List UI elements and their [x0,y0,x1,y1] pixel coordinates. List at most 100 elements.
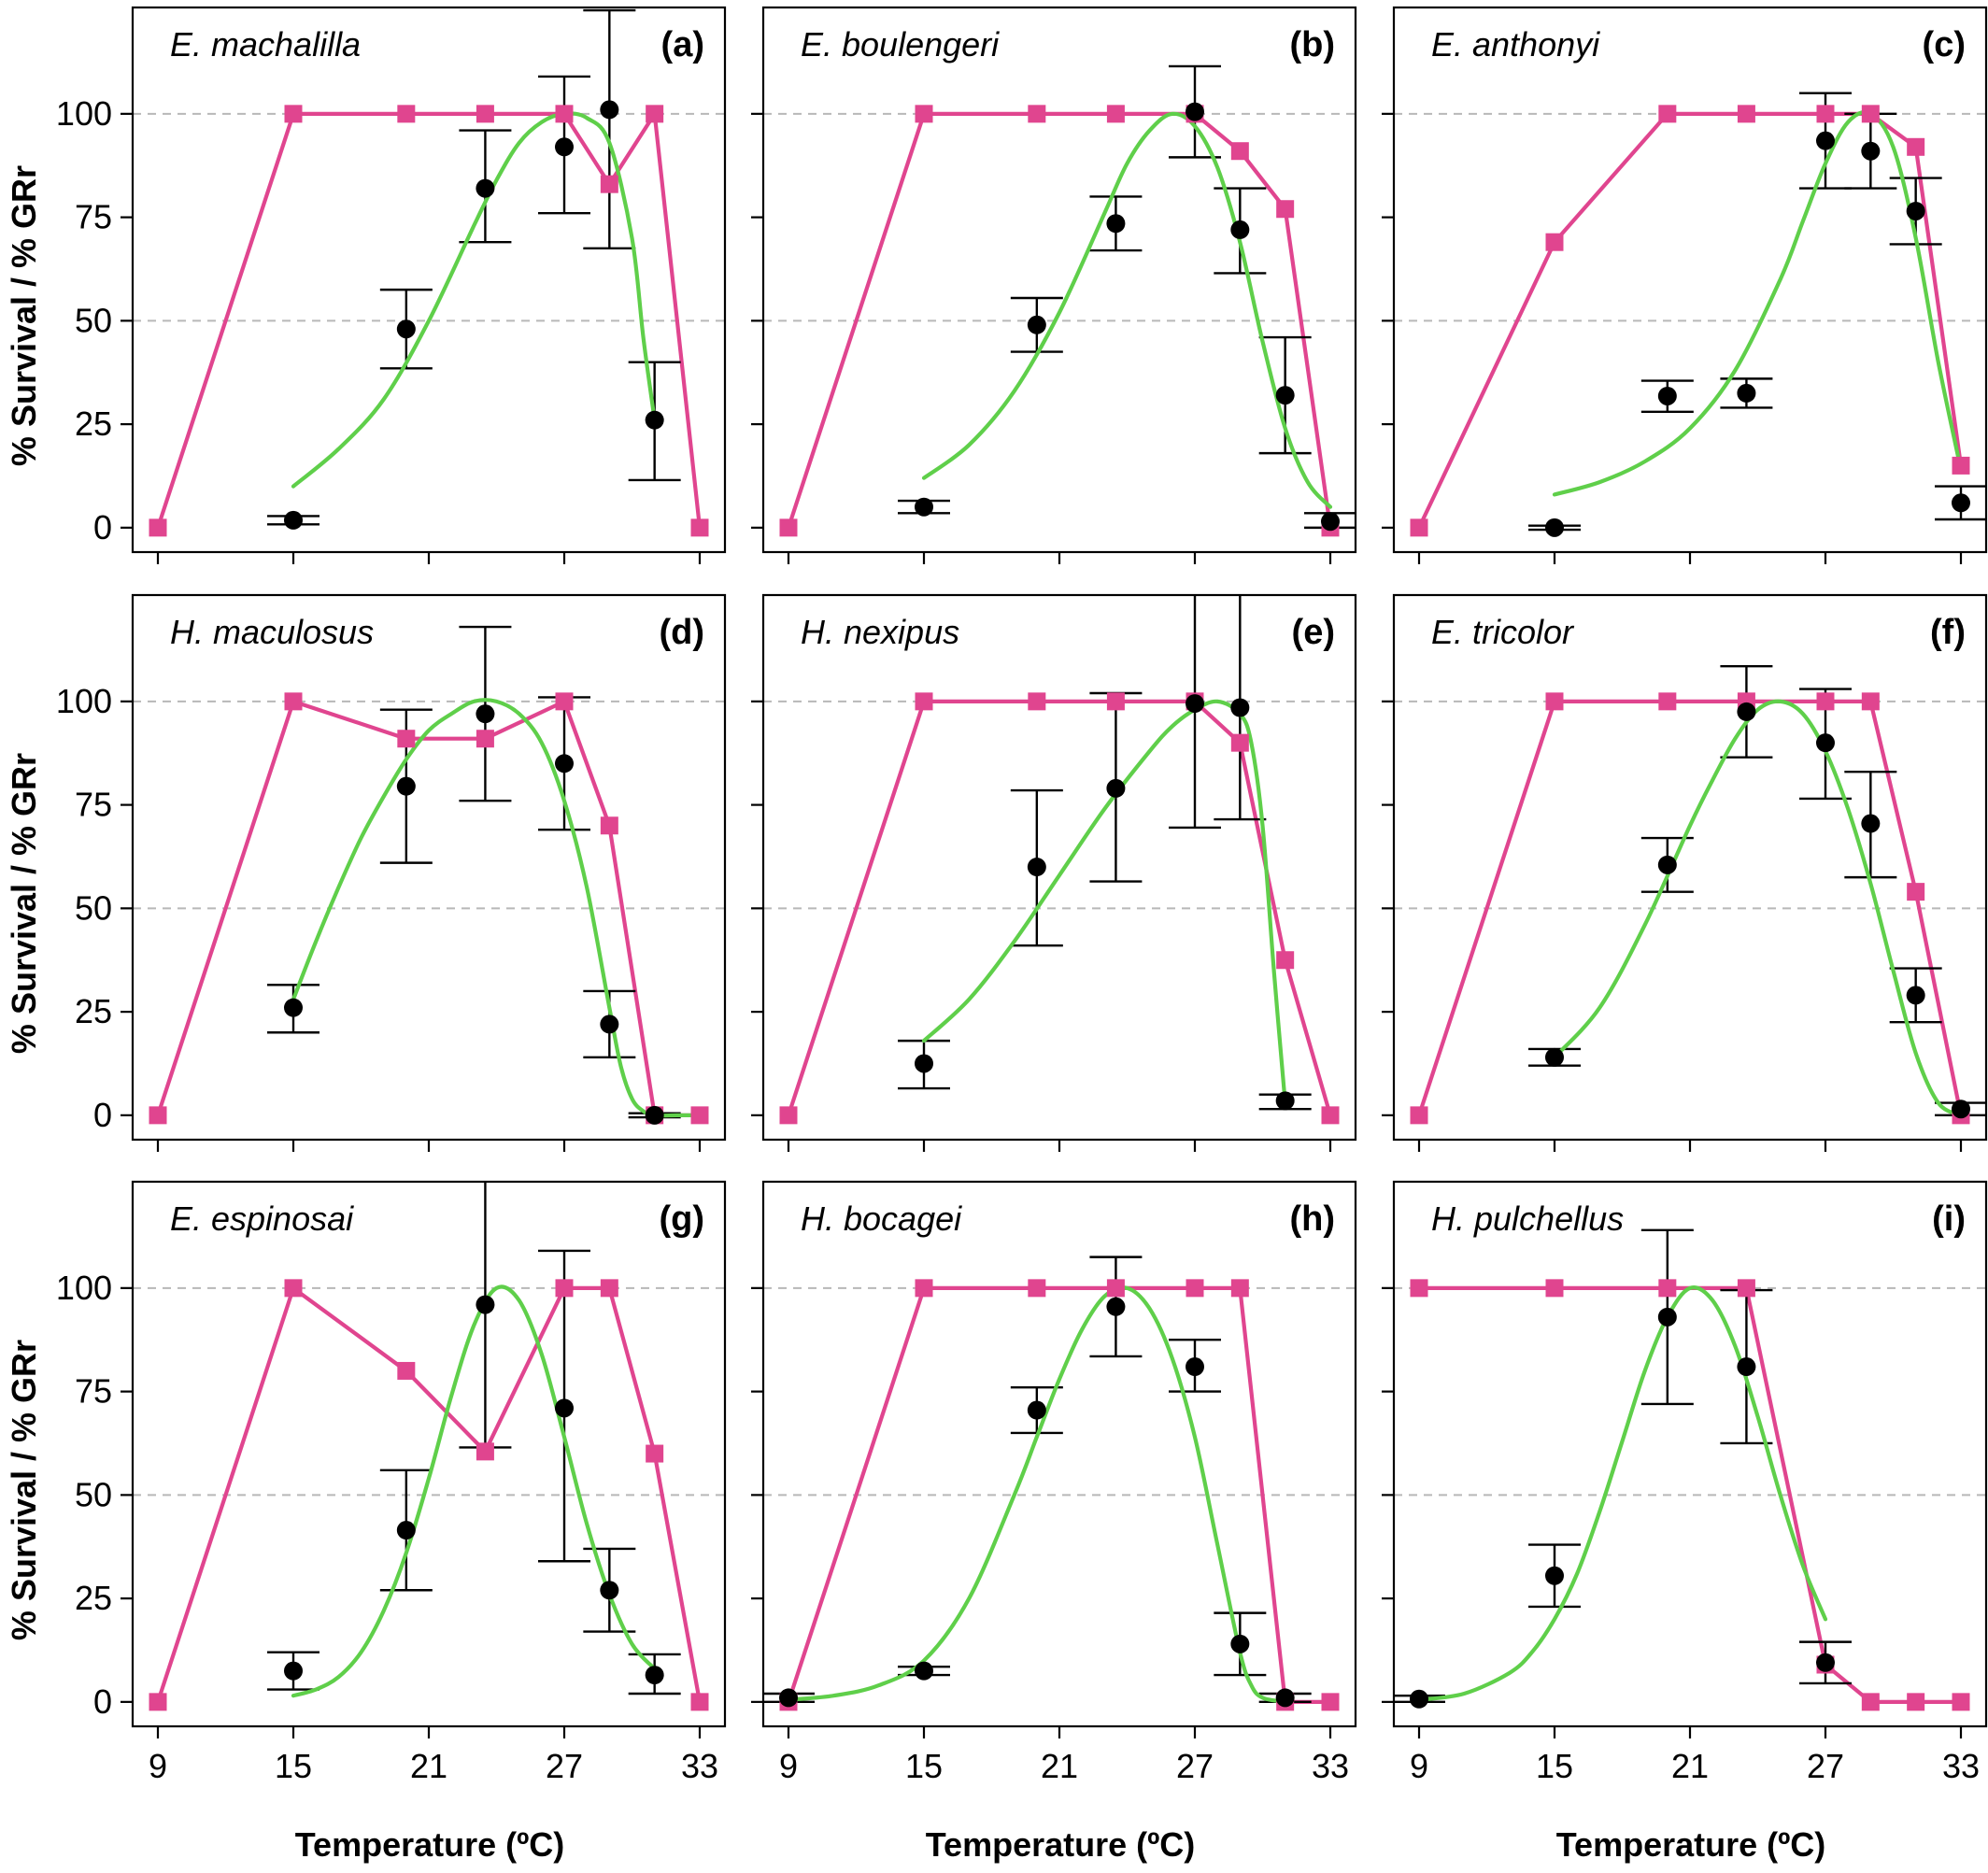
survival-point [1907,137,1925,156]
panel-d: 0 25 50 75 100 H. maculosus (d) [56,593,727,1152]
survival-point [1737,105,1755,123]
plot-area [779,595,1340,1125]
x-axis-title-col-2: Temperature (ºC) [926,1825,1196,1864]
growth-rate-point [645,1666,664,1685]
panel-frame [761,1180,1357,1728]
survival-point [1410,518,1428,537]
growth-rate-point [396,1521,416,1540]
growth-rate-point [1737,1357,1756,1377]
survival-line [156,111,703,529]
growth-rate-point [1275,1091,1295,1111]
survival-point [779,518,798,537]
survival-point [1321,1693,1340,1711]
x-tick-label: 33 [1312,1747,1349,1785]
plot-area [149,8,709,537]
growth-rate-point [1737,702,1756,721]
y-tick-label: 75 [75,786,112,824]
x-tick-label: 27 [1807,1747,1844,1785]
growth-rate-point [1275,1688,1295,1708]
growth-rate-point [1952,1100,1970,1119]
survival-line [787,111,1333,529]
survival-point [1545,1279,1564,1298]
panel-a: 0 25 50 75 100 E. machalilla (a) [56,6,727,564]
x-tick-label: 21 [410,1747,447,1785]
y-tick-label: 50 [75,1475,112,1513]
survival-point [915,1279,933,1298]
panel-letter: (b) [1289,25,1335,64]
y-axis-title-row-1: % Survival / % GRr [5,165,43,466]
growth-rate-point [1186,694,1204,714]
fit-curve [291,698,703,1118]
survival-point [1658,105,1677,123]
survival-point [690,1693,709,1711]
species-name: H. pulchellus [1431,1199,1624,1238]
growth-rate-point [1906,201,1925,220]
survival-point [915,692,933,711]
x-tick-label: 15 [1536,1747,1573,1785]
growth-rate-point [396,776,416,796]
survival-point [284,105,303,123]
survival-point [646,1444,664,1463]
survival-point [1028,692,1046,711]
growth-rate-point [915,1661,933,1681]
growth-rate-point [915,1054,933,1073]
y-tick-label: 100 [56,94,112,133]
panel-frame [1392,1180,1988,1728]
fit-curve [921,699,1287,1105]
fit-curve [1552,110,1964,497]
growth-rate-point [1657,386,1677,405]
panel-letter: (f) [1930,613,1966,652]
growth-rate-point [1861,814,1881,833]
plot-area [763,1256,1340,1711]
survival-point [476,730,494,748]
y-tick-label: 0 [93,1682,112,1721]
growth-rate-point [396,319,416,339]
panel-i: 9 15 21 27 33 H. pulchellus (i) [1382,1180,1988,1785]
survival-point [284,1279,303,1298]
survival-point [690,518,709,537]
survival-point [149,1693,167,1711]
survival-point [1410,1106,1428,1125]
panel-e: H. nexipus (e) [751,593,1357,1152]
x-axis-title-col-3: Temperature (ºC) [1556,1825,1826,1864]
species-name: H. bocagei [801,1199,962,1238]
y-tick-label: 25 [75,1579,112,1617]
survival-point [1952,1693,1970,1711]
x-tick-label: 21 [1041,1747,1078,1785]
y-tick-label: 50 [75,301,112,339]
growth-rate-point [1410,1689,1428,1709]
growth-rate-point [1816,131,1835,150]
error-bar [583,8,636,250]
growth-rate-point [1952,493,1970,513]
growth-rate-point [284,998,303,1017]
survival-point [1861,1693,1880,1711]
x-tick-label: 21 [1671,1747,1709,1785]
panel-f: E. tricolor (f) [1382,593,1988,1152]
x-tick-label: 9 [1410,1747,1428,1785]
panel-g: 0 25 50 75 100 9 15 21 27 33 E. espinosai (g) [56,1180,727,1785]
y-tick-label: 75 [75,198,112,236]
survival-point [1861,105,1880,123]
fit-curve [921,111,1333,509]
error-bar [459,1182,512,1449]
survival-point [1321,1106,1340,1125]
panel-letter: (a) [661,25,704,64]
growth-rate-point [1545,1566,1564,1585]
growth-rate-point [1027,1400,1046,1420]
growth-rate-point [1027,858,1046,877]
survival-point [1276,951,1295,970]
growth-rate-point [1321,512,1340,532]
survival-point [1106,692,1125,711]
plot-area [149,625,709,1125]
growth-rate-point [1230,698,1250,717]
panel-letter: (i) [1932,1199,1966,1239]
y-tick-label: 25 [75,992,112,1030]
panel-b: E. boulengeri (b) [751,6,1357,564]
growth-rate-point [1861,141,1881,161]
panel-letter: (d) [659,613,704,652]
survival-point [555,1279,574,1298]
y-tick-label: 0 [93,1096,112,1134]
growth-rate-point [645,410,664,430]
survival-point [1028,1279,1046,1298]
panel-h: 9 15 21 27 33 H. bocagei (h) [751,1180,1357,1785]
